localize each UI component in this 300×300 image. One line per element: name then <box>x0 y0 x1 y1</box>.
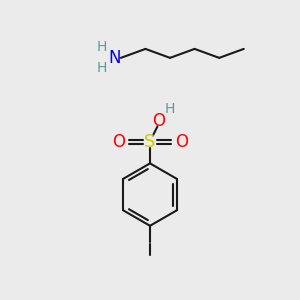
Text: H: H <box>97 61 107 75</box>
Text: N: N <box>108 49 121 67</box>
Text: H: H <box>97 40 107 55</box>
Text: S: S <box>144 133 156 151</box>
Text: H: H <box>165 102 175 116</box>
Text: O: O <box>175 133 188 151</box>
Text: O: O <box>112 133 125 151</box>
Text: O: O <box>152 112 165 130</box>
